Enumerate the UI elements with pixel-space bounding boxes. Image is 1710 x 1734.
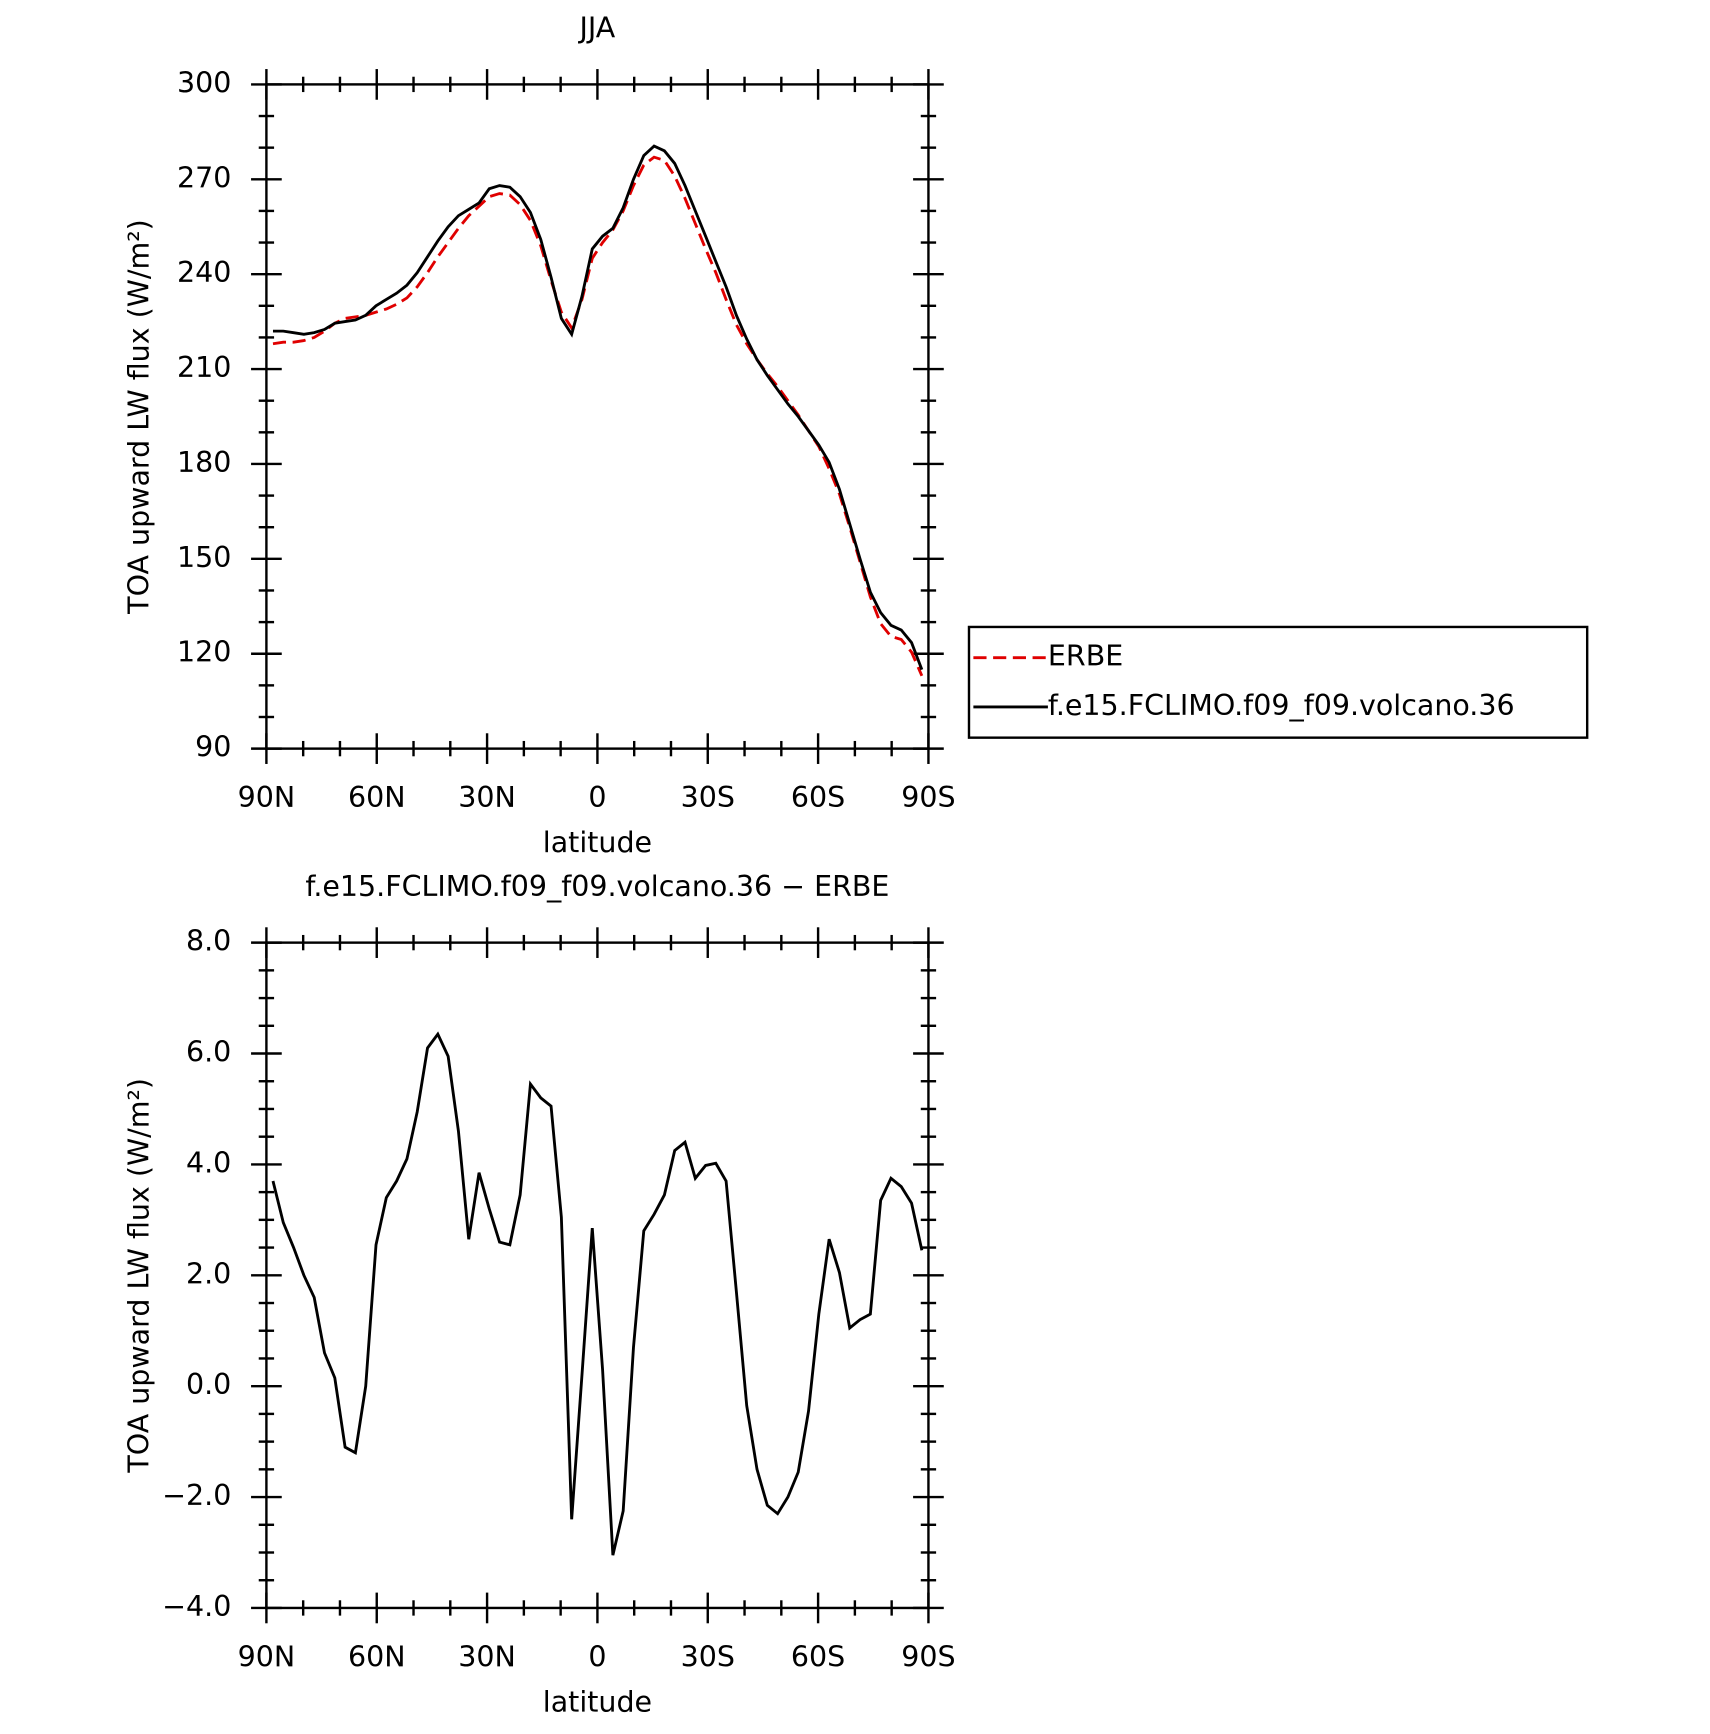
x-tick-label: 90N [238, 781, 296, 814]
x-tick-label: 0 [588, 1640, 606, 1673]
y-tick-label: 240 [177, 256, 231, 289]
x-tick-label: 30S [681, 1640, 735, 1673]
x-tick-label: 30S [681, 781, 735, 814]
x-tick-label: 90N [238, 1640, 296, 1673]
data-line [272, 155, 924, 677]
y-tick-label: 0.0 [186, 1368, 231, 1401]
plot-frame [265, 83, 930, 750]
chart-title: f.e15.FCLIMO.f09_f09.volcano.36 − ERBE [305, 870, 889, 903]
y-tick-label: 2.0 [186, 1257, 231, 1290]
x-tick-label: 60N [348, 781, 406, 814]
x-tick-label: 30N [458, 781, 516, 814]
legend-box [967, 625, 1589, 739]
y-tick-label: −4.0 [162, 1590, 231, 1623]
data-line [271, 1031, 924, 1556]
legend-label: ERBE [1048, 640, 1123, 673]
chart-title: JJA [578, 12, 616, 45]
x-tick-label: 0 [588, 781, 606, 814]
y-tick-label: 210 [177, 351, 231, 384]
y-tick-label: 300 [177, 66, 231, 99]
y-tick-label: 120 [177, 636, 231, 669]
x-tick-label: 30N [458, 1640, 516, 1673]
x-tick-label: 60S [791, 781, 845, 814]
y-tick-label: 90 [195, 731, 231, 764]
y-tick-label: 8.0 [186, 925, 231, 958]
x-axis-label: latitude [543, 1685, 652, 1718]
y-tick-label: 270 [177, 161, 231, 194]
y-tick-label: 4.0 [186, 1146, 231, 1179]
y-axis-label: TOA upward LW flux (W/m²) [122, 1078, 155, 1474]
legend-label: f.e15.FCLIMO.f09_f09.volcano.36 [1048, 689, 1515, 722]
y-tick-label: 150 [177, 541, 231, 574]
y-axis-label: TOA upward LW flux (W/m²) [122, 219, 155, 615]
x-tick-label: 60S [791, 1640, 845, 1673]
x-tick-label: 90S [901, 1640, 955, 1673]
x-axis-label: latitude [543, 826, 652, 859]
y-tick-label: 6.0 [186, 1036, 231, 1069]
y-tick-label: 180 [177, 446, 231, 479]
data-line [272, 144, 924, 671]
x-tick-label: 60N [348, 1640, 406, 1673]
x-tick-label: 90S [901, 781, 955, 814]
plot-frame [265, 941, 930, 1610]
y-tick-label: −2.0 [162, 1479, 231, 1512]
